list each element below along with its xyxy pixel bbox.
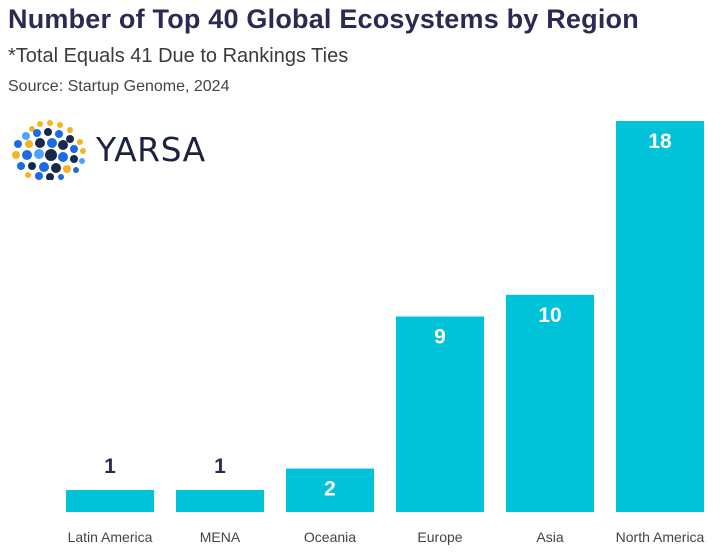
x-tick-label: Latin America <box>68 529 153 545</box>
logo-dot <box>44 128 52 136</box>
logo-dot <box>80 148 86 154</box>
logo-dot <box>25 140 33 148</box>
logo-dot <box>57 122 63 128</box>
logo-text: YARSA <box>96 130 206 169</box>
yarsa-logo: YARSA <box>10 120 210 180</box>
logo-dot <box>73 167 79 173</box>
logo-dot <box>39 162 49 172</box>
logo-dot <box>51 163 61 173</box>
x-tick-label: Europe <box>417 529 462 545</box>
logo-dot <box>58 152 68 162</box>
x-tick-label: MENA <box>200 529 241 545</box>
logo-dot <box>67 127 73 133</box>
logo-dot <box>35 138 45 148</box>
logo-dot <box>66 135 74 143</box>
data-label: 1 <box>104 455 116 478</box>
logo-dot <box>70 155 78 163</box>
logo-dot <box>45 149 57 161</box>
source-note: Source: Startup Genome, 2024 <box>8 78 230 95</box>
logo-dot <box>47 120 53 126</box>
bar-europe <box>396 316 484 512</box>
logo-dot <box>46 173 54 180</box>
logo-dot <box>58 174 64 180</box>
data-label: 2 <box>324 478 336 501</box>
logo-dot <box>22 150 32 160</box>
data-label: 18 <box>648 130 672 153</box>
data-label: 1 <box>214 455 226 478</box>
logo-dot <box>14 140 22 148</box>
x-tick-label: Asia <box>536 529 563 545</box>
bar-mena <box>176 490 264 512</box>
x-tick-label: North America <box>616 529 705 545</box>
logo-dot <box>29 126 35 132</box>
chart-title: Number of Top 40 Global Ecosystems by Re… <box>8 4 639 34</box>
logo-dot <box>35 172 43 180</box>
logo-dot <box>63 165 71 173</box>
dotted-globe-icon <box>12 120 86 180</box>
logo-dot <box>79 158 85 164</box>
logo-dot <box>34 149 44 159</box>
data-label: 10 <box>538 304 561 327</box>
bar-latin-america <box>66 490 154 512</box>
bar-oceania <box>286 468 374 512</box>
bar-asia <box>506 294 594 512</box>
logo-dot <box>47 138 57 148</box>
logo-dot <box>17 162 25 170</box>
logo-dot <box>25 172 31 178</box>
data-label: 9 <box>434 326 446 349</box>
logo-dot <box>55 130 63 138</box>
logo-dot <box>58 140 68 150</box>
logo-dot <box>33 129 41 137</box>
logo-dot <box>37 121 43 127</box>
x-tick-label: Oceania <box>304 529 356 545</box>
logo-dot <box>22 132 30 140</box>
chart-subtitle: *Total Equals 41 Due to Rankings Ties <box>8 45 349 67</box>
logo-dot <box>77 139 83 145</box>
logo-dot <box>28 162 36 170</box>
logo-dot <box>70 145 78 153</box>
bar-north-america <box>616 121 704 512</box>
logo-dot <box>12 151 20 159</box>
